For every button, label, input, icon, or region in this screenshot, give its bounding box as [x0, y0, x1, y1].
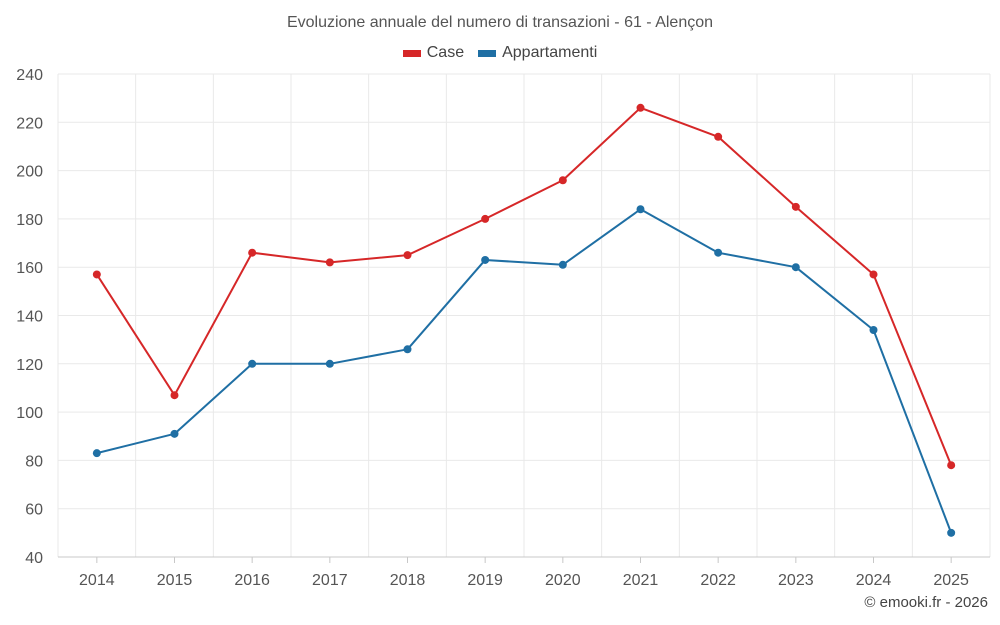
data-point-case — [558, 176, 567, 185]
y-tick-label: 160 — [16, 260, 43, 277]
legend-swatch-case — [402, 49, 421, 57]
axes: 40 60 80 100 120 140 160 180 200 220 240 2014 2015 20… — [16, 67, 990, 589]
series-line-case — [95, 106, 953, 466]
data-point-appartamenti — [325, 359, 334, 368]
y-tick-label: 140 — [16, 309, 43, 326]
data-point-appartamenti — [170, 429, 179, 438]
data-point-appartamenti — [403, 345, 412, 354]
x-tick-label: 2020 — [545, 572, 581, 589]
data-point-appartamenti — [869, 325, 878, 334]
x-tick-label: 2014 — [79, 572, 115, 589]
x-tick-label: 2022 — [700, 572, 736, 589]
data-point-appartamenti — [248, 359, 257, 368]
series-group — [92, 103, 956, 537]
y-tick-label: 180 — [16, 212, 43, 229]
grid-lines — [57, 73, 991, 558]
y-tick-label: 200 — [16, 164, 43, 181]
data-point-appartamenti — [481, 255, 490, 264]
legend-label-case: Case — [426, 44, 465, 61]
credit-text: © emooki.fr - 2026 — [864, 594, 988, 611]
legend-item-case[interactable]: Case — [402, 44, 465, 62]
series-line-appartamenti — [96, 208, 953, 534]
y-tick-label: 80 — [25, 453, 43, 470]
x-tick-label: 2017 — [312, 572, 348, 589]
x-tick-label: 2019 — [467, 572, 503, 589]
data-point-case — [791, 202, 800, 211]
y-tick-label: 40 — [25, 550, 43, 567]
legend-item-appartamenti[interactable]: Appartamenti — [478, 44, 597, 62]
y-tick-label: 120 — [16, 357, 43, 374]
y-tick-label: 60 — [25, 502, 43, 519]
data-point-case — [92, 270, 101, 279]
x-tick-label: 2024 — [856, 572, 892, 589]
data-point-case — [325, 258, 334, 267]
x-tick-label: 2015 — [157, 572, 193, 589]
data-point-case — [947, 461, 956, 470]
data-point-appartamenti — [636, 205, 645, 214]
data-point-case — [714, 132, 723, 141]
y-tick-label: 240 — [16, 67, 43, 84]
data-point-appartamenti — [791, 263, 800, 272]
data-point-case — [869, 270, 878, 279]
data-point-appartamenti — [714, 248, 723, 257]
data-point-appartamenti — [558, 260, 567, 269]
data-point-appartamenti — [947, 528, 956, 537]
x-tick-label: 2025 — [933, 572, 969, 589]
x-tick-label: 2016 — [234, 572, 270, 589]
legend-swatch-appartamenti — [478, 49, 497, 57]
y-tick-label: 100 — [16, 405, 43, 422]
legend-label-appartamenti: Appartamenti — [502, 44, 598, 61]
chart-title: Evoluzione annuale del numero di transaz… — [286, 14, 714, 31]
legend: Case Appartamenti — [0, 44, 1000, 62]
x-tick-label: 2023 — [778, 572, 814, 589]
data-point-case — [170, 391, 179, 400]
data-point-case — [403, 251, 412, 260]
data-point-case — [248, 248, 257, 257]
data-point-case — [636, 103, 645, 112]
data-point-appartamenti — [92, 449, 101, 458]
y-tick-label: 220 — [16, 115, 43, 132]
data-point-case — [481, 214, 490, 223]
x-tick-label: 2021 — [623, 572, 659, 589]
x-tick-label: 2018 — [390, 572, 426, 589]
